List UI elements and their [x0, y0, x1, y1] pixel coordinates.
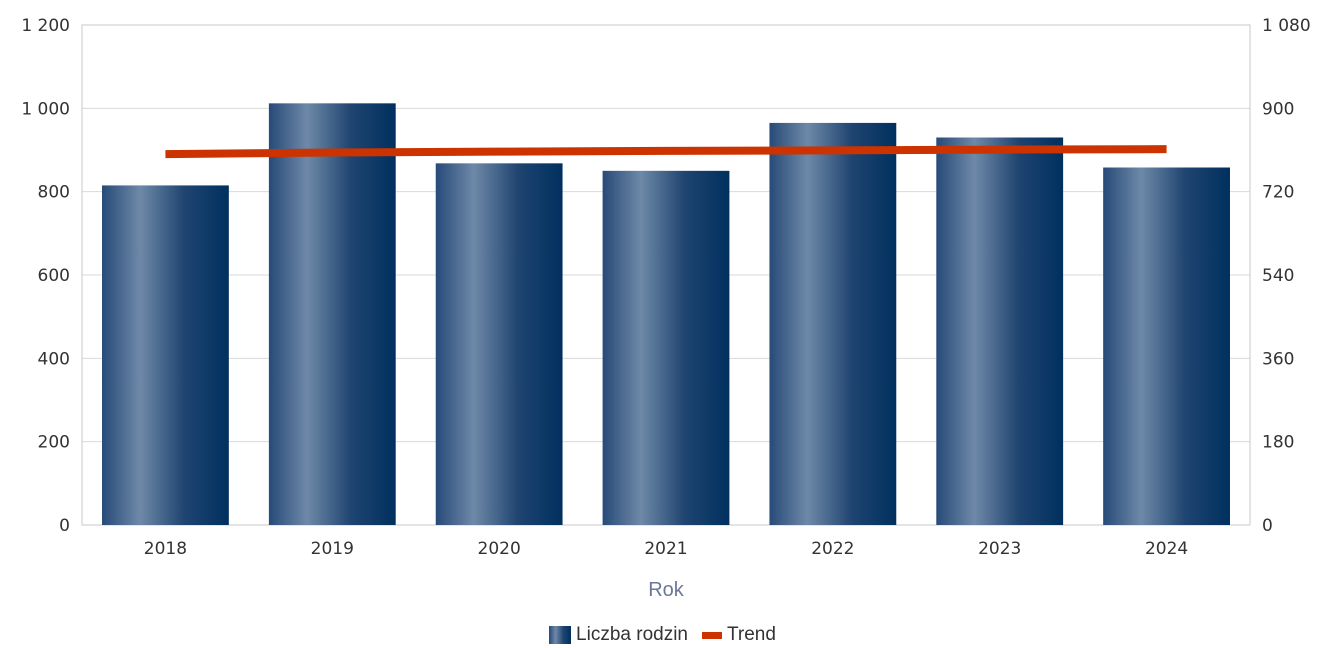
- bar: [769, 122, 897, 526]
- legend-line-swatch: [702, 631, 722, 639]
- bar: [1103, 167, 1230, 525]
- y-tick-label: 0: [59, 516, 70, 536]
- y-axis-left: 0 200 400 600 800 1 000 1 200: [21, 16, 70, 536]
- legend: Liczba rodzin Trend: [0, 622, 1325, 648]
- x-tick-label: 2024: [1145, 539, 1188, 559]
- y2-tick-label: 360: [1262, 349, 1294, 369]
- bar-series: [102, 103, 1230, 526]
- bar: [435, 163, 563, 526]
- y2-tick-label: 540: [1262, 266, 1294, 286]
- legend-label-bars: Liczba rodzin: [576, 624, 688, 645]
- y2-tick-label: 180: [1262, 433, 1294, 453]
- y-tick-label: 800: [38, 183, 70, 203]
- bar: [602, 170, 730, 526]
- x-axis: 2018 2019 2020 2021 2022 2023 2024: [144, 539, 1188, 559]
- x-tick-label: 2023: [978, 539, 1021, 559]
- y-tick-label: 1 200: [21, 16, 70, 36]
- y2-tick-label: 0: [1262, 516, 1273, 536]
- x-axis-title: Rok: [648, 579, 685, 601]
- trend-series: [165, 145, 1167, 159]
- y-tick-label: 600: [38, 266, 70, 286]
- legend-label-trend: Trend: [727, 624, 776, 645]
- legend-item-trend: Trend: [702, 624, 776, 646]
- legend-bar-swatch: [549, 626, 572, 644]
- bar: [268, 103, 396, 525]
- x-tick-label: 2022: [811, 539, 854, 559]
- x-tick-label: 2021: [644, 539, 687, 559]
- x-tick-label: 2020: [478, 539, 521, 559]
- y-tick-label: 1 000: [21, 99, 70, 119]
- y2-tick-label: 1 080: [1262, 16, 1311, 36]
- y-axis-right: 0 180 360 540 720 900 1 080: [1262, 16, 1311, 536]
- x-tick-label: 2018: [144, 539, 187, 559]
- legend-item-bars: Liczba rodzin: [549, 624, 688, 646]
- bar: [936, 137, 1064, 525]
- y2-tick-label: 720: [1262, 183, 1294, 203]
- y2-tick-label: 900: [1262, 99, 1294, 119]
- y-tick-label: 200: [38, 433, 70, 453]
- x-tick-label: 2019: [311, 539, 354, 559]
- y-tick-label: 400: [38, 349, 70, 369]
- trend-line: [165, 145, 1167, 159]
- bar: [102, 185, 229, 525]
